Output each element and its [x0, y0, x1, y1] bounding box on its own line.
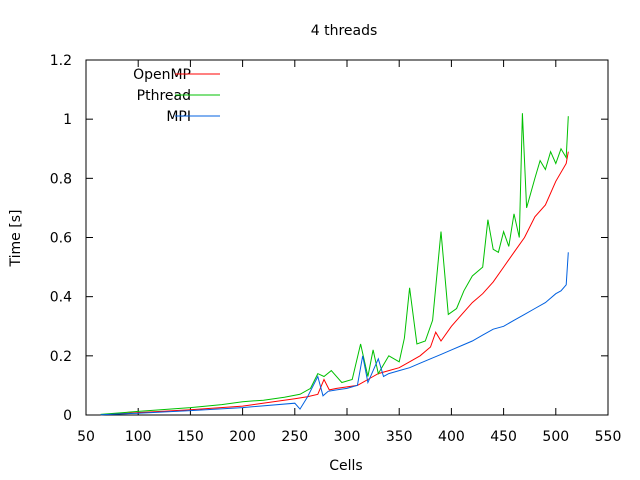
x-tick-label: 100 — [125, 429, 152, 445]
x-tick-label: 300 — [334, 429, 361, 445]
x-tick-label: 550 — [595, 429, 622, 445]
y-axis-label: Time [s] — [8, 210, 24, 268]
x-tick-label: 250 — [281, 429, 308, 445]
series-lines — [100, 113, 569, 416]
legend: OpenMP Pthread MPI — [133, 67, 220, 125]
y-tick-label: 0 — [63, 408, 72, 424]
axis-ticks — [85, 59, 609, 416]
y-tick-label: 0.8 — [50, 171, 72, 187]
y-tick-label: 0.6 — [50, 231, 72, 247]
y-tick-label: 1 — [63, 112, 72, 128]
y-tick-label: 1.2 — [50, 53, 72, 69]
x-tick-label: 50 — [77, 429, 95, 445]
x-tick-labels: 50 100 150 200 250 300 350 400 450 500 550 — [77, 429, 621, 445]
series-line-pthread — [100, 113, 569, 415]
x-tick-label: 500 — [542, 429, 569, 445]
x-tick-label: 450 — [490, 429, 517, 445]
series-line-mpi — [100, 252, 569, 416]
x-axis-label: Cells — [329, 458, 362, 474]
x-tick-label: 200 — [229, 429, 256, 445]
plot-frame — [85, 59, 609, 416]
legend-label-mpi: MPI — [166, 109, 191, 125]
y-tick-labels: 0 0.2 0.4 0.6 0.8 1 1.2 — [50, 53, 72, 424]
x-tick-label: 400 — [438, 429, 465, 445]
x-tick-label: 150 — [177, 429, 204, 445]
chart-title: 4 threads — [311, 23, 378, 39]
series-line-openmp — [100, 151, 569, 416]
y-tick-label: 0.4 — [50, 290, 72, 306]
x-tick-label: 350 — [386, 429, 413, 445]
y-tick-label: 0.2 — [50, 349, 72, 365]
legend-label-pthread: Pthread — [137, 88, 191, 104]
legend-label-openmp: OpenMP — [133, 67, 191, 83]
